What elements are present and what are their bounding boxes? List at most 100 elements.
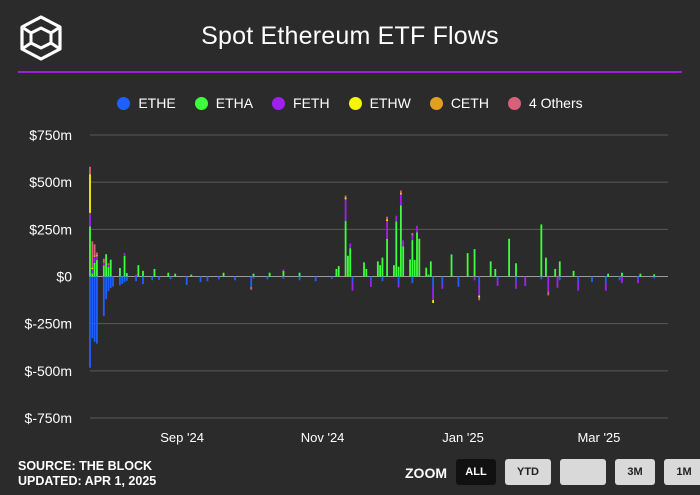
zoom-button-group: ALL YTD 3M 1M [456,459,700,485]
bar-feth [432,285,435,301]
bar-feth [386,221,388,239]
bar-ethe [91,276,94,339]
bar-etha [222,272,225,277]
bar-etha [337,266,340,277]
bar-ethe [381,276,384,282]
bar-feth [282,269,285,271]
bar-etha [515,263,517,277]
bar-ethe [351,276,354,283]
bar-4-others [250,286,253,290]
bar-etha [416,232,418,277]
bar-feth [96,256,98,261]
legend-label: 4 Others [528,95,583,111]
bar-4-others [399,190,402,193]
bar-ethe [112,276,114,287]
bar-etha [153,268,156,277]
bar-ethw [478,295,481,298]
legend-label: ETHA [215,95,254,111]
bar-ethe [266,276,269,280]
bar-feth [547,276,550,292]
bar-ethe [478,276,481,285]
bar-feth [621,276,623,284]
bar-ethw [89,174,91,213]
x-tick-label: Jan '25 [442,430,484,445]
y-tick-label: $500m [29,174,72,190]
bar-etha [418,238,421,277]
legend-dot-icon [272,96,286,110]
bar-ethw [91,267,94,270]
legend-item-ceth[interactable]: CETH [429,95,489,111]
bar-feth [370,280,372,287]
bar-ethe [370,276,372,281]
bar-feth [577,281,580,291]
bar-etha [429,261,432,277]
bar-ethe [121,276,124,284]
bar-feth [252,276,255,279]
legend-dot-icon [507,96,521,110]
bar-ethe [314,276,317,282]
bar-ethe [169,276,172,280]
bar-etha [102,265,105,277]
bar-ethe [397,276,400,285]
the-block-logo-icon [20,15,62,61]
legend-item-ethe[interactable]: ETHE [117,95,176,111]
bar-etha [558,261,561,277]
chart-header: Spot Ethereum ETF Flows [0,0,700,73]
zoom-button-ytd[interactable]: YTD [505,459,551,485]
bar-etha [397,266,400,277]
bar-etha [107,267,110,277]
bar-etha [174,273,177,277]
bar-ethe [411,276,414,284]
bar-etha [349,248,352,277]
bar-etha [473,249,476,277]
bar-feth [102,262,105,266]
bar-etha [167,272,170,277]
x-tick-label: Sep '24 [160,430,204,445]
bar-etha [572,270,575,277]
legend-label: CETH [450,95,489,111]
bar-ceth [102,262,105,263]
flows-chart: $750m $500m $250m $0 $-250m $-500m $-750m Sep '… [25,127,668,445]
zoom-button-blank[interactable] [560,459,606,485]
legend-item-etha[interactable]: ETHA [194,95,254,111]
bar-feth [416,225,418,233]
bar-etha [386,238,388,277]
bar-etha [365,268,368,277]
bar-etha [379,265,382,277]
bar-ethe [158,276,160,280]
legend-item-4-others[interactable]: 4 Others [507,95,583,111]
title-divider [18,71,682,73]
bar-etha [137,265,140,277]
bar-etha [93,262,96,277]
bar-feth [344,199,347,222]
bar-ethw [93,255,96,257]
bar-4-others [478,297,481,301]
bar-ethe [135,276,137,282]
bar-ethe [618,276,621,281]
bar-etha [344,221,347,277]
bar-ethe [234,276,236,281]
zoom-button-all[interactable]: ALL [456,459,496,485]
bar-etha [411,240,414,277]
zoom-button-1m[interactable]: 1M [664,459,700,485]
bar-etha [425,267,428,277]
zoom-button-3m[interactable]: 3M [615,459,655,485]
legend-item-feth[interactable]: FETH [272,95,330,111]
y-tick-label: $-750m [25,410,72,426]
x-tick-label: Mar '25 [577,430,620,445]
bar-4-others [344,195,347,198]
bar-etha [489,261,492,277]
bar-ethe [102,276,105,317]
bar-ethe [123,276,126,283]
bar-ceth [89,173,91,175]
bar-ethe [457,276,460,287]
bar-ethe [93,276,96,342]
source-text: SOURCE: THE BLOCK [18,459,153,473]
chart-title: Spot Ethereum ETF Flows [201,22,499,50]
bar-etha [125,273,128,277]
bar-ethe [185,276,188,285]
legend-item-ethw[interactable]: ETHW [348,95,411,111]
bar-etha [252,273,255,277]
bar-ethw [96,255,98,257]
bar-ethe [515,276,517,282]
